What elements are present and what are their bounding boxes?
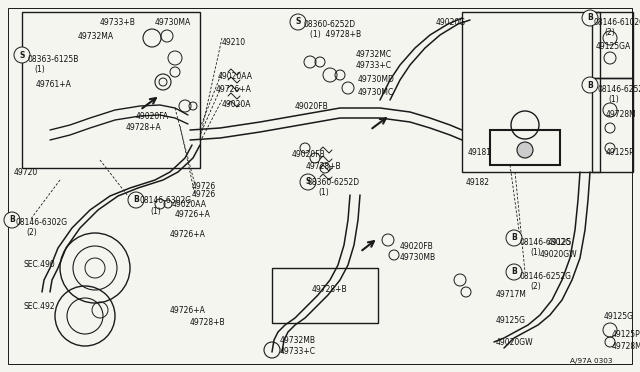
Text: (1): (1) [530,248,541,257]
Text: (2): (2) [26,228,36,237]
Text: SEC.492: SEC.492 [24,302,56,311]
Text: 49730MB: 49730MB [400,253,436,262]
Text: 49726+A: 49726+A [170,230,206,239]
Text: 49125P: 49125P [612,330,640,339]
Text: 49728+B: 49728+B [190,318,226,327]
Text: 49733+B: 49733+B [100,18,136,27]
Bar [592,78,633,172]
Text: 49726+A: 49726+A [175,210,211,219]
Text: 49125GA: 49125GA [596,42,631,51]
Text: 49730MA: 49730MA [155,18,191,27]
Text: (1)  49728+B: (1) 49728+B [310,30,361,39]
Text: 49726+A: 49726+A [216,85,252,94]
Text: 49020FB: 49020FB [295,102,329,111]
Text: 49726: 49726 [192,182,216,191]
Circle shape [517,142,533,158]
Circle shape [582,77,598,93]
Bar [592,12,633,78]
Text: 08360-6252D: 08360-6252D [308,178,360,187]
Text: 49182: 49182 [466,178,490,187]
Text: 49728+B: 49728+B [306,162,342,171]
Text: 49020GW: 49020GW [540,250,578,259]
Text: B: B [9,215,15,224]
Text: B: B [511,267,517,276]
Text: (1): (1) [608,95,619,104]
Text: 49728+A: 49728+A [126,123,162,132]
Text: 49125G: 49125G [496,316,526,325]
Text: 49732MC: 49732MC [356,50,392,59]
Text: 49181: 49181 [468,148,492,157]
Bar [22,12,200,168]
Text: (2): (2) [530,282,541,291]
Text: 49730MC: 49730MC [358,88,394,97]
Bar [272,268,378,323]
Bar [462,12,600,172]
Text: 08146-6302G: 08146-6302G [140,196,192,205]
Text: (1): (1) [150,207,161,216]
Text: 08363-6125B: 08363-6125B [28,55,79,64]
Text: 49728M: 49728M [606,110,637,119]
Circle shape [290,14,306,30]
Text: B: B [587,80,593,90]
Text: 08146-6252G: 08146-6252G [598,85,640,94]
Circle shape [14,47,30,63]
Text: 08146-6302G: 08146-6302G [520,238,572,247]
Text: B: B [511,234,517,243]
Text: 49210: 49210 [222,38,246,47]
Text: 08146-6302G: 08146-6302G [16,218,68,227]
Text: 08146-6102G: 08146-6102G [594,18,640,27]
Text: B: B [133,196,139,205]
Text: 49726: 49726 [192,190,216,199]
Bar [490,130,560,165]
Text: 49728+B: 49728+B [312,285,348,294]
Text: 49020A: 49020A [222,100,252,109]
Text: 49125P: 49125P [606,148,635,157]
Text: 08360-6252D: 08360-6252D [304,20,356,29]
Text: 49020G: 49020G [436,18,466,27]
Text: 49020FB: 49020FB [400,242,434,251]
Text: S: S [295,17,301,26]
Text: 49733+C: 49733+C [356,61,392,70]
Circle shape [506,264,522,280]
Circle shape [4,212,20,228]
Text: 49720: 49720 [14,168,38,177]
Text: (2): (2) [604,28,615,37]
Text: 08146-6252G: 08146-6252G [520,272,572,281]
Circle shape [300,174,316,190]
Text: (1): (1) [318,188,329,197]
Text: 49020GW: 49020GW [496,338,534,347]
Text: S: S [305,177,310,186]
Text: 49125G: 49125G [604,312,634,321]
Text: 49020FA: 49020FA [136,112,169,121]
Text: 49020FB: 49020FB [292,150,326,159]
Text: 49717M: 49717M [496,290,527,299]
Text: 49732MB: 49732MB [280,336,316,345]
Circle shape [582,10,598,26]
Circle shape [506,230,522,246]
Text: S: S [19,51,25,60]
Circle shape [128,192,144,208]
Text: 49761+A: 49761+A [36,80,72,89]
Text: 49732MA: 49732MA [78,32,114,41]
Text: 49730MD: 49730MD [358,75,395,84]
Text: 49020AA: 49020AA [172,200,207,209]
Text: 49020AA: 49020AA [218,72,253,81]
Text: 49726+A: 49726+A [170,306,206,315]
Text: 49125: 49125 [548,238,572,247]
Text: B: B [587,13,593,22]
Text: SEC.490: SEC.490 [24,260,56,269]
Text: 49728M: 49728M [612,342,640,351]
Text: (1): (1) [34,65,45,74]
Text: 49733+C: 49733+C [280,347,316,356]
Text: A/97A 0303: A/97A 0303 [570,358,612,364]
